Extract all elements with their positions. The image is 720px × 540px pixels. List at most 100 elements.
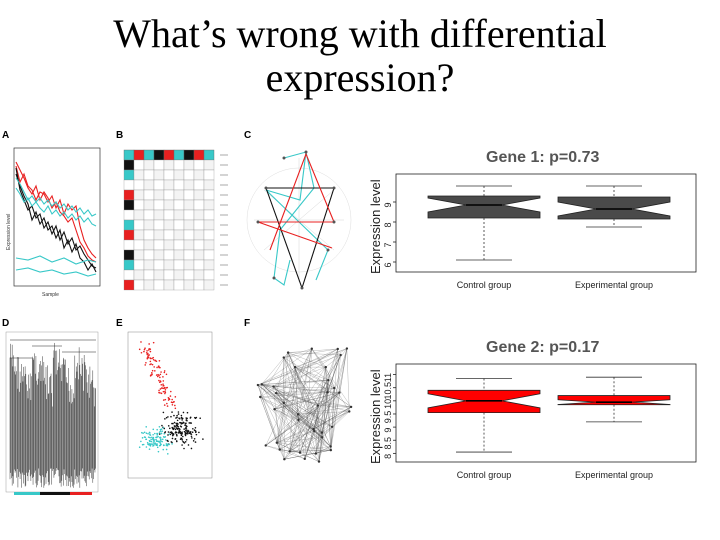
scatter-point-red xyxy=(157,373,159,376)
scatter-point-black xyxy=(187,430,190,432)
table-cell xyxy=(143,229,155,241)
panel-f-label: F xyxy=(244,318,251,329)
panel-a-xlabel: Sample xyxy=(42,292,59,298)
scatter-point-red xyxy=(149,363,151,366)
network-node xyxy=(278,448,281,451)
network-edge xyxy=(261,348,347,385)
network-node xyxy=(349,405,353,409)
scatter-point-red xyxy=(167,399,170,401)
table-cell xyxy=(203,209,215,221)
network-edge xyxy=(274,392,340,410)
network-edge xyxy=(330,388,335,451)
scatter-point-black xyxy=(164,418,166,420)
table-cell xyxy=(143,219,155,231)
scatter-point-red xyxy=(159,376,161,379)
scatter-point-black xyxy=(179,438,182,441)
scatter-point-black xyxy=(176,425,178,427)
network-edge xyxy=(294,366,328,393)
network-edge xyxy=(298,419,317,454)
network-node xyxy=(312,427,315,431)
table-header-cell xyxy=(133,149,145,161)
scatter-point-black xyxy=(181,419,183,421)
scatter-point-cyan xyxy=(161,430,164,432)
scatter-point-red xyxy=(171,403,174,406)
boxplot-title: Gene 2: p=0.17 xyxy=(486,339,599,356)
boxplot-frame xyxy=(395,363,697,463)
scatter-point-black xyxy=(181,432,183,435)
table-cell xyxy=(173,189,185,201)
network-edge xyxy=(274,409,285,460)
boxplot-category-label: Control group xyxy=(457,280,512,290)
table-cell xyxy=(153,159,165,171)
scatter-point-cyan xyxy=(138,446,141,449)
scatter-point-red xyxy=(164,392,166,395)
network-edge xyxy=(273,366,326,387)
scatter-point-cyan xyxy=(150,440,153,443)
network-edge xyxy=(330,354,341,451)
network-edge xyxy=(289,354,341,452)
scatter-point-black xyxy=(174,438,177,440)
table-cell xyxy=(163,159,175,171)
scatter-point-cyan xyxy=(156,432,159,435)
network-edge xyxy=(273,386,280,450)
scatter-point-black xyxy=(175,440,178,442)
scatter-point-red xyxy=(161,387,163,389)
table-cell xyxy=(133,279,145,291)
boxplot-ytick-label: 10.5 xyxy=(383,382,393,400)
table-cell xyxy=(173,269,185,281)
table-cell xyxy=(153,269,165,281)
boxplot-ylabel: Expression level xyxy=(368,369,383,464)
scatter-point-black xyxy=(186,411,189,414)
network-edge xyxy=(261,384,328,393)
panel-e-scatter xyxy=(127,331,213,479)
scatter-point-red xyxy=(163,370,166,372)
panel-e: E xyxy=(116,318,216,488)
table-cell xyxy=(163,229,175,241)
network-edge xyxy=(317,367,326,406)
table-cell xyxy=(173,249,185,261)
network-edge xyxy=(315,405,319,454)
network-node xyxy=(275,441,279,444)
scatter-point-black xyxy=(176,428,179,430)
network-node xyxy=(264,444,267,447)
table-cell xyxy=(143,169,155,181)
scatter-point-black xyxy=(161,424,163,427)
network-edge xyxy=(287,352,323,438)
network-edge xyxy=(260,396,280,450)
table-cell xyxy=(153,259,165,271)
scatter-point-red xyxy=(162,399,165,401)
network-edge xyxy=(273,348,338,387)
panel-a-ylabel: Expression level xyxy=(6,214,12,250)
table-cell xyxy=(183,179,195,191)
table-cell xyxy=(123,189,135,201)
network-edge xyxy=(273,386,318,406)
panel-d-label: D xyxy=(2,318,10,329)
scatter-point-red xyxy=(159,388,162,390)
network-node xyxy=(303,457,306,461)
boxplot-frame xyxy=(395,173,697,273)
scatter-point-black xyxy=(177,413,180,415)
scatter-point-red xyxy=(140,341,142,343)
scatter-point-red xyxy=(169,395,172,397)
network-node xyxy=(316,404,320,407)
box-experimental xyxy=(557,376,671,423)
table-cell xyxy=(153,169,165,181)
table-cell xyxy=(133,269,145,281)
network-edge xyxy=(261,384,318,406)
boxplot-ytick-label: 7 xyxy=(383,242,393,247)
scatter-point-black xyxy=(185,430,188,432)
table-cell xyxy=(183,219,195,231)
network-node xyxy=(329,445,332,448)
panel-b: B xyxy=(116,130,240,300)
network-edge xyxy=(275,393,299,421)
network-edge xyxy=(297,414,315,432)
table-cell xyxy=(203,279,215,291)
table-cell xyxy=(133,249,145,261)
network-edge xyxy=(298,406,352,415)
scatter-point-cyan xyxy=(165,444,168,447)
scatter-point-red xyxy=(162,390,165,393)
table-header-cell xyxy=(163,149,175,161)
scatter-point-red xyxy=(160,371,162,373)
panel-a-plot: Expression level Sample xyxy=(6,147,101,298)
scatter-point-black xyxy=(185,428,188,430)
